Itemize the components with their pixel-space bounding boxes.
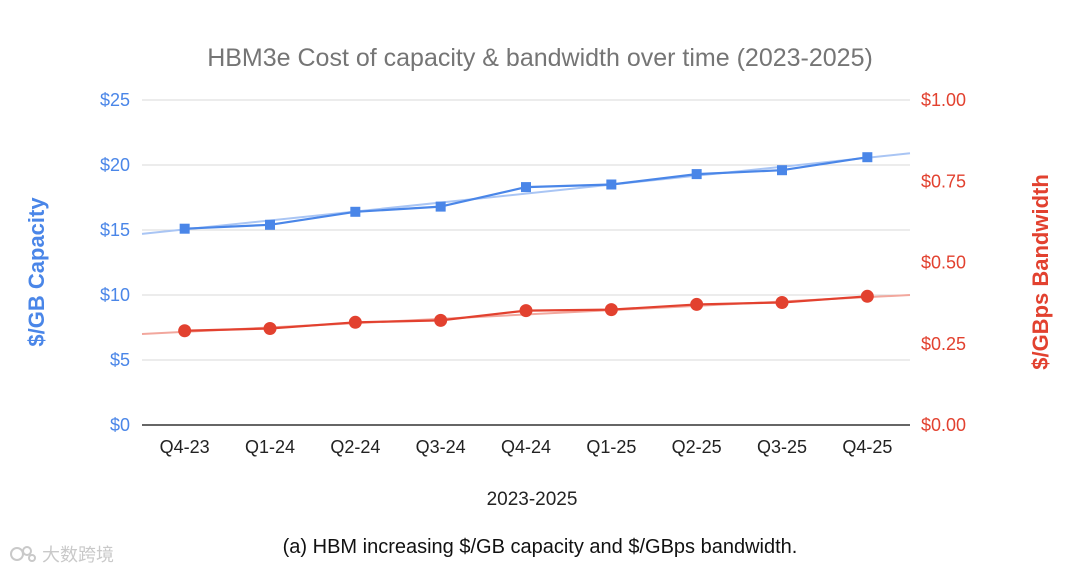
data-point	[350, 206, 361, 217]
left-tick-label: $25	[100, 90, 130, 110]
right-tick-label: $0.75	[921, 171, 966, 191]
data-point	[263, 321, 277, 335]
data-point	[860, 289, 874, 303]
chart: HBM3e Cost of capacity & bandwidth over …	[24, 44, 1053, 510]
data-point	[521, 182, 531, 193]
x-tick-label: Q3-24	[416, 437, 466, 457]
x-axis-ticks: Q4-23 Q1-24 Q2-24 Q3-24 Q4-24 Q1-25 Q2-25 Q3-25…	[160, 437, 893, 457]
x-axis-label: 2023-2025	[487, 489, 578, 510]
left-tick-label: $5	[110, 350, 130, 370]
data-point	[606, 179, 617, 190]
left-axis-ticks: $0 $5 $10 $15 $20 $25	[100, 90, 130, 435]
left-tick-label: $20	[100, 155, 130, 175]
left-tick-label: $0	[110, 415, 130, 435]
right-axis-ticks: $0.00 $0.25 $0.50 $0.75 $1.00	[921, 90, 966, 435]
data-point	[604, 303, 618, 317]
right-tick-label: $0.50	[921, 253, 966, 273]
series-capacity	[141, 152, 911, 235]
data-point	[862, 152, 873, 163]
x-tick-label: Q4-24	[501, 437, 551, 457]
data-point	[265, 219, 275, 230]
data-point	[435, 201, 446, 212]
watermark: 大数跨境	[10, 541, 114, 567]
data-point	[434, 313, 448, 327]
data-point	[775, 295, 789, 309]
right-tick-label: $0.25	[921, 334, 966, 354]
data-point	[178, 324, 192, 338]
data-point	[690, 297, 704, 311]
data-point	[348, 315, 362, 329]
watermark-text: 大数跨境	[42, 545, 114, 565]
x-tick-label: Q1-25	[586, 437, 636, 457]
left-tick-label: $10	[100, 285, 130, 305]
x-tick-label: Q4-23	[160, 437, 210, 457]
right-tick-label: $0.00	[921, 415, 966, 435]
left-axis-label: $/GB Capacity	[24, 197, 49, 347]
gridlines	[142, 99, 910, 426]
right-tick-label: $1.00	[921, 90, 966, 110]
x-tick-label: Q3-25	[757, 437, 807, 457]
series-bandwidth	[141, 289, 911, 338]
right-axis-label: $/GBps Bandwidth	[1028, 174, 1053, 370]
figure-caption: (a) HBM increasing $/GB capacity and $/G…	[282, 536, 798, 558]
chart-title: HBM3e Cost of capacity & bandwidth over …	[207, 44, 873, 72]
left-tick-label: $15	[100, 220, 130, 240]
data-point	[777, 165, 787, 176]
data-point	[179, 223, 190, 234]
data-point	[519, 304, 533, 318]
x-tick-label: Q2-24	[330, 437, 380, 457]
x-tick-label: Q1-24	[245, 437, 295, 457]
x-tick-label: Q2-25	[672, 437, 722, 457]
x-tick-label: Q4-25	[842, 437, 892, 457]
watermark-logo-icon	[10, 546, 36, 562]
data-point	[691, 169, 702, 180]
series-layer	[141, 152, 911, 338]
